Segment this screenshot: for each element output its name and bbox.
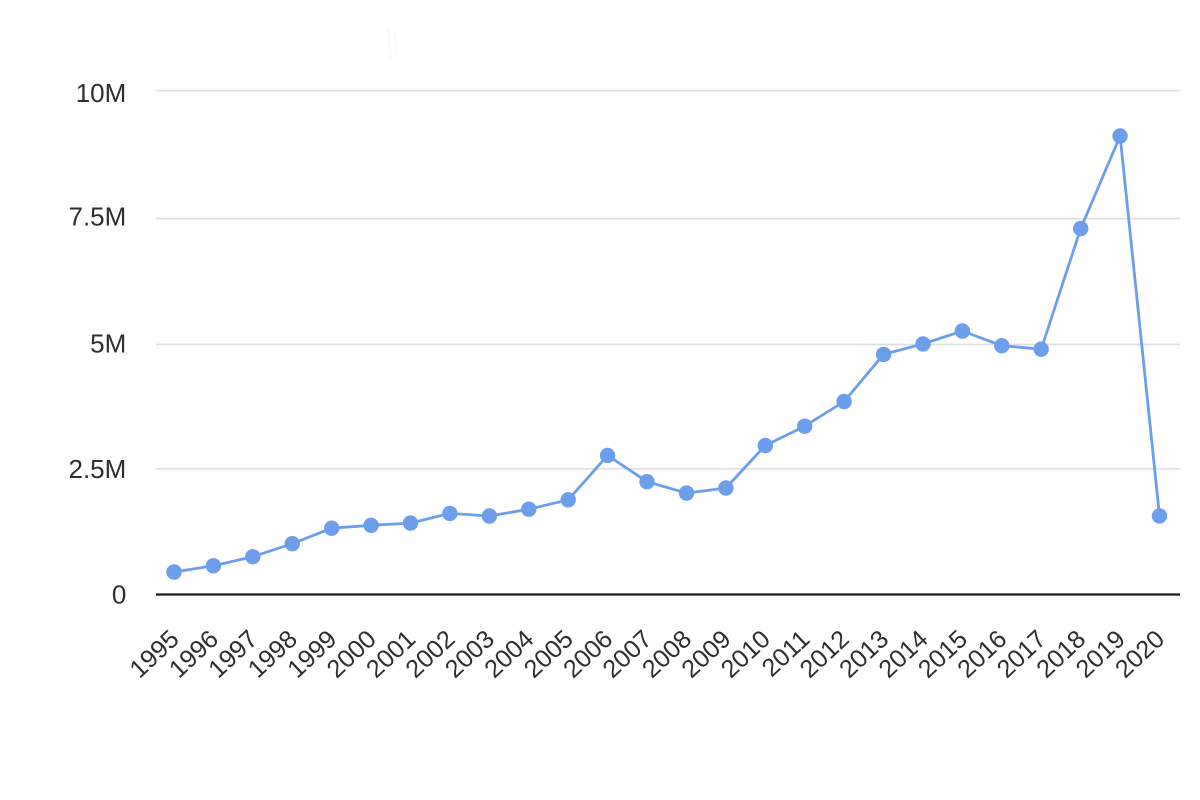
svg-text:2.5M: 2.5M — [68, 454, 126, 484]
svg-text:7.5M: 7.5M — [68, 202, 126, 232]
svg-text:0: 0 — [112, 580, 126, 610]
svg-text:5M: 5M — [90, 328, 126, 358]
svg-text:10M: 10M — [76, 78, 127, 108]
